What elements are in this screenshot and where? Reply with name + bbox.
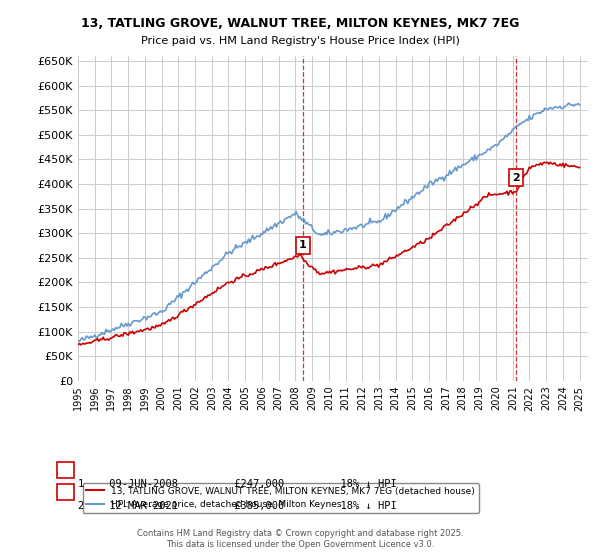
Text: 13, TATLING GROVE, WALNUT TREE, MILTON KEYNES, MK7 7EG: 13, TATLING GROVE, WALNUT TREE, MILTON K… — [81, 17, 519, 30]
Text: 1    09-JUN-2008         £247,000         18% ↓ HPI: 1 09-JUN-2008 £247,000 18% ↓ HPI — [78, 479, 397, 489]
Legend: 13, TATLING GROVE, WALNUT TREE, MILTON KEYNES, MK7 7EG (detached house), HPI: Av: 13, TATLING GROVE, WALNUT TREE, MILTON K… — [83, 483, 479, 513]
Text: Price paid vs. HM Land Registry's House Price Index (HPI): Price paid vs. HM Land Registry's House … — [140, 36, 460, 46]
Text: 1: 1 — [299, 240, 307, 250]
Text: 2: 2 — [512, 172, 520, 183]
Text: Contains HM Land Registry data © Crown copyright and database right 2025.
This d: Contains HM Land Registry data © Crown c… — [137, 529, 463, 549]
Text: 2    12-MAR-2021         £385,000         18% ↓ HPI: 2 12-MAR-2021 £385,000 18% ↓ HPI — [78, 501, 397, 511]
